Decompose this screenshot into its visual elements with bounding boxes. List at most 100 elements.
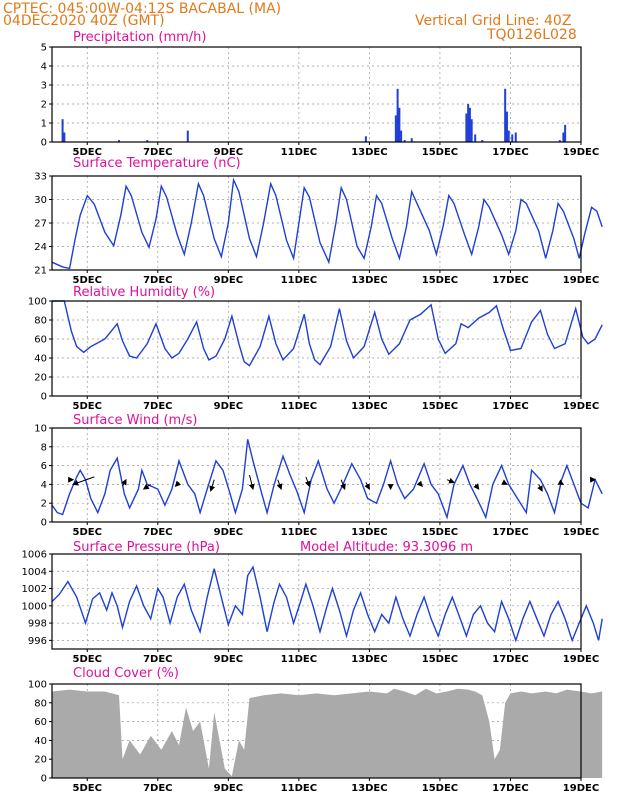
temperature-x-tick-label: 17DEC <box>492 275 528 286</box>
wind-series-line <box>51 439 603 520</box>
cloud-cover-x-tick-label: 15DEC <box>422 783 458 794</box>
precipitation-y-tick-label: 2 <box>41 100 47 111</box>
pressure-annotation: Model Altitude: 93.3096 m <box>300 540 473 555</box>
humidity-x-tick-label: 7DEC <box>143 401 172 412</box>
precipitation-bar <box>514 132 517 142</box>
wind-wind-arrow <box>364 482 370 490</box>
temperature-x-tick-label: 5DEC <box>73 275 102 286</box>
temperature-title: Surface Temperature (nC) <box>73 156 241 171</box>
cloud-cover-y-tick-label: 0 <box>41 774 47 785</box>
humidity-x-tick-label: 17DEC <box>492 401 528 412</box>
temperature-panel: 21 24 27 30 33 5DEC 7DEC 9DEC 11DEC 13DEC 15DEC 17D… <box>34 156 603 286</box>
temperature-x-tick-label: 13DEC <box>351 275 387 286</box>
humidity-panel: 0 20 40 60 80 100 5DEC 7DEC 9DEC 11DEC 13DEC 15DEC 1… <box>28 285 603 412</box>
precipitation-panel: 0 1 2 3 4 5 5DEC 7DEC 9DEC 11DEC 13DEC 15DEC 17DEC 19… <box>41 30 600 158</box>
pressure-x-tick-label: 11DEC <box>281 654 317 665</box>
pressure-x-tick-label: 9DEC <box>214 654 243 665</box>
humidity-frame <box>51 300 582 397</box>
humidity-x-tick-label: 9DEC <box>214 401 243 412</box>
humidity-x-tick-label: 13DEC <box>351 401 387 412</box>
wind-wind-arrow <box>209 479 216 492</box>
pressure-x-tick-label: 17DEC <box>492 654 528 665</box>
wind-wind-arrow <box>537 484 543 492</box>
wind-panel: 0 2 4 6 8 10 5DEC 7DEC 9DEC 11DEC 13DEC 15DEC 17DEC 1… <box>34 413 603 538</box>
precipitation-bar <box>511 134 514 142</box>
temperature-x-tick-label: 19DEC <box>563 275 599 286</box>
header-model: TQ0126L028 <box>486 27 577 43</box>
cloud-cover-x-tick-label: 19DEC <box>563 783 599 794</box>
cloud-cover-y-tick-label: 20 <box>34 755 47 766</box>
precipitation-x-tick-label: 9DEC <box>214 147 243 158</box>
cloud-cover-x-tick-label: 7DEC <box>143 783 172 794</box>
wind-x-tick-label: 17DEC <box>492 527 528 538</box>
temperature-x-tick-label: 11DEC <box>281 275 317 286</box>
cloud-cover-x-tick-label: 5DEC <box>73 783 102 794</box>
humidity-y-tick-label: 80 <box>34 316 47 327</box>
wind-y-tick-label: 0 <box>41 518 47 529</box>
wind-title: Surface Wind (m/s) <box>73 413 197 428</box>
precipitation-bar <box>63 132 66 142</box>
pressure-title: Surface Pressure (hPa) <box>73 540 220 555</box>
wind-wind-arrow <box>174 480 182 488</box>
humidity-x-tick-label: 19DEC <box>563 401 599 412</box>
humidity-x-tick-label: 15DEC <box>422 401 458 412</box>
wind-wind-arrow <box>501 479 508 485</box>
pressure-x-tick-label: 15DEC <box>422 654 458 665</box>
precipitation-x-tick-label: 7DEC <box>143 147 172 158</box>
precipitation-y-tick-label: 5 <box>41 43 47 54</box>
precipitation-bar <box>467 104 470 142</box>
humidity-x-tick-label: 11DEC <box>281 401 317 412</box>
humidity-y-tick-label: 0 <box>41 392 47 403</box>
wind-x-tick-label: 9DEC <box>214 527 243 538</box>
temperature-x-tick-label: 9DEC <box>214 275 243 286</box>
wind-wind-arrow <box>446 477 455 484</box>
temperature-y-tick-label: 30 <box>34 195 47 206</box>
header-location: CPTEC: 045:00W-04:12S BACABAL (MA) <box>3 1 281 17</box>
wind-wind-arrow <box>304 476 311 488</box>
cloud-cover-x-tick-label: 13DEC <box>351 783 387 794</box>
cloud-cover-x-tick-label: 11DEC <box>281 783 317 794</box>
cloud-cover-panel: 0 20 40 60 80 100 5DEC 7DEC 9DEC 11DEC 13DEC 15DEC 1… <box>28 666 603 794</box>
wind-x-tick-label: 13DEC <box>351 527 387 538</box>
precipitation-y-tick-label: 3 <box>41 81 47 92</box>
temperature-x-tick-label: 7DEC <box>143 275 172 286</box>
wind-wind-arrow <box>142 483 152 490</box>
precipitation-bar <box>403 140 406 142</box>
precipitation-bar <box>481 140 484 142</box>
pressure-y-tick-label: 1006 <box>22 550 47 561</box>
precipitation-title: Precipitation (mm/h) <box>73 30 206 45</box>
wind-wind-arrow <box>340 479 346 491</box>
cloud-cover-x-tick-label: 17DEC <box>492 783 528 794</box>
precipitation-x-tick-label: 19DEC <box>563 147 599 158</box>
wind-wind-arrow <box>473 483 480 490</box>
humidity-y-tick-label: 40 <box>34 354 47 365</box>
cloud-cover-y-tick-label: 60 <box>34 717 47 728</box>
wind-x-tick-label: 15DEC <box>422 527 458 538</box>
precipitation-bar <box>61 119 64 142</box>
cloud-cover-area <box>52 688 603 778</box>
precipitation-bar <box>468 107 471 142</box>
pressure-frame <box>51 553 582 650</box>
precipitation-bar <box>394 115 397 142</box>
precipitation-frame <box>51 46 582 143</box>
humidity-title: Relative Humidity (%) <box>73 285 215 300</box>
pressure-y-tick-label: 1004 <box>22 567 47 578</box>
temperature-y-tick-label: 21 <box>34 266 47 277</box>
precipitation-bar <box>396 88 399 142</box>
panels: 0 1 2 3 4 5 5DEC 7DEC 9DEC 11DEC 13DEC 15DEC 17DEC 19… <box>22 30 603 794</box>
temperature-y-tick-label: 24 <box>34 242 47 253</box>
precipitation-bar <box>505 111 508 142</box>
temperature-y-tick-label: 33 <box>34 172 47 183</box>
precipitation-bar <box>474 134 477 142</box>
header-grid-line: Vertical Grid Line: 40Z <box>415 13 571 29</box>
wind-y-tick-label: 2 <box>41 499 47 510</box>
wind-x-tick-label: 19DEC <box>563 527 599 538</box>
pressure-y-tick-label: 998 <box>28 619 47 630</box>
pressure-x-tick-label: 5DEC <box>73 654 102 665</box>
pressure-panel: 996 998 1000 1002 1004 1006 5DEC 7DEC 9DEC 11DEC 1… <box>22 540 603 665</box>
precipitation-x-tick-label: 13DEC <box>351 147 387 158</box>
precipitation-bar <box>410 138 413 142</box>
wind-y-tick-label: 8 <box>41 442 47 453</box>
wind-wind-arrow <box>248 474 255 491</box>
cloud-cover-frame <box>51 683 582 779</box>
